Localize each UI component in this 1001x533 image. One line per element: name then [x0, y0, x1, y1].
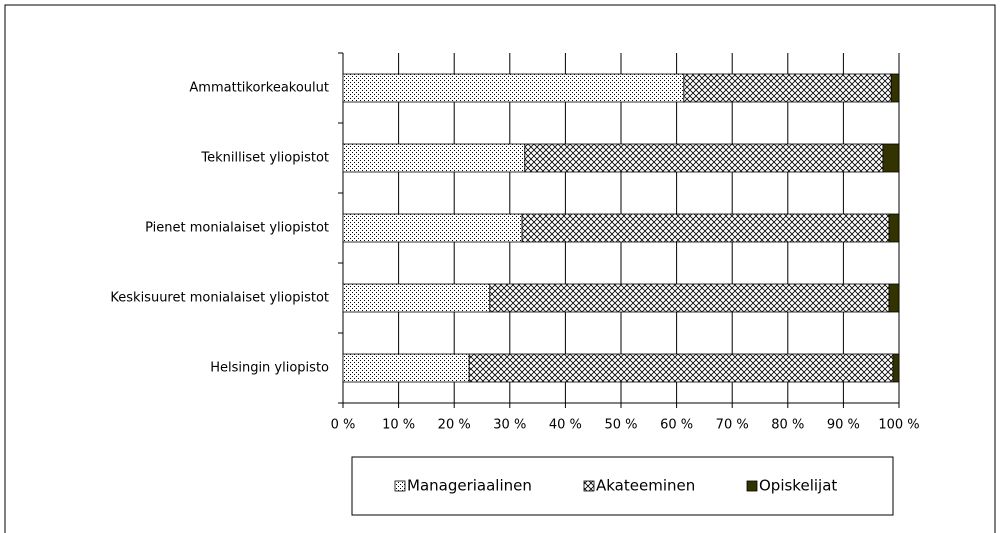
y-tick-label: Ammattikorkeakoulut: [189, 81, 329, 96]
x-tick-label: 70 %: [716, 418, 749, 433]
chart-border: [4, 4, 996, 533]
legend-box: [351, 456, 894, 516]
legend-label: Manageriaalinen: [407, 477, 532, 495]
y-tick-label: Helsingin yliopisto: [210, 361, 329, 376]
y-tick-label: Teknilliset yliopistot: [200, 151, 329, 166]
bar-segment: [882, 143, 900, 173]
legend-swatch: [394, 480, 406, 492]
bar-segment: [342, 213, 523, 243]
bar-segment: [890, 73, 900, 103]
x-tick-label: 50 %: [604, 418, 637, 433]
x-tick-label: 100 %: [878, 418, 919, 433]
x-tick-label: 60 %: [660, 418, 693, 433]
bar-segment: [342, 73, 685, 103]
bar-segment: [524, 143, 884, 173]
x-tick-label: 90 %: [827, 418, 860, 433]
bar-segment: [342, 283, 491, 313]
x-tick-label: 10 %: [382, 418, 415, 433]
legend-label: Opiskelijat: [759, 477, 837, 495]
bar-segment: [892, 353, 900, 383]
bar-segment: [489, 283, 890, 313]
legend-swatch: [583, 480, 595, 492]
x-tick-label: 40 %: [549, 418, 582, 433]
x-tick-label: 30 %: [493, 418, 526, 433]
y-tick-label: Pienet monialaiset yliopistot: [145, 221, 329, 236]
x-tick-label: 80 %: [771, 418, 804, 433]
x-tick-label: 20 %: [438, 418, 471, 433]
bar-segment: [683, 73, 892, 103]
legend-label: Akateeminen: [596, 477, 695, 495]
bar-segment: [342, 143, 526, 173]
bar-segment: [521, 213, 890, 243]
bar-segment: [468, 353, 894, 383]
y-tick-label: Keskisuuret monialaiset yliopistot: [110, 291, 329, 306]
x-tick-label: 0 %: [331, 418, 356, 433]
bar-segment: [342, 353, 470, 383]
bar-segment: [888, 213, 900, 243]
legend-swatch: [746, 480, 758, 492]
bar-segment: [888, 283, 900, 313]
